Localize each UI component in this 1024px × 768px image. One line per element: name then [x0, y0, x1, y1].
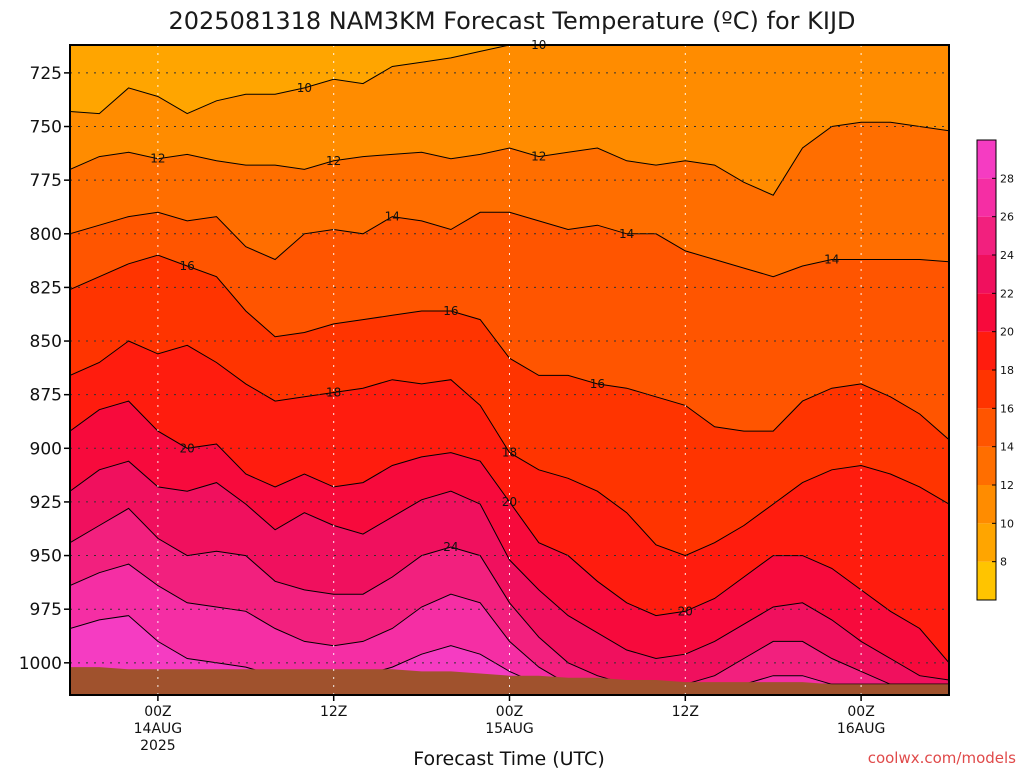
contour-label: 18 — [502, 446, 517, 460]
contour-label: 18 — [326, 386, 341, 400]
colorbar-swatch — [977, 140, 996, 179]
band-20 — [70, 401, 949, 680]
y-tick-label: 850 — [30, 332, 62, 352]
colorbar-swatch — [977, 178, 996, 217]
colorbar-label: 16 — [1000, 402, 1014, 415]
y-tick-label: 875 — [30, 386, 62, 406]
colorbar-swatch — [977, 561, 996, 600]
contour-label: 12 — [326, 154, 341, 168]
y-tick-label: 725 — [30, 64, 62, 84]
colorbar-label: 8 — [1000, 556, 1007, 569]
contour-line-10 — [70, 45, 949, 115]
contour-line-18 — [70, 340, 949, 557]
colorbar-label: 28 — [1000, 172, 1014, 185]
source-credit: coolwx.com/models — [868, 749, 1016, 767]
y-axis: 725 750 775 800 825 850 875 900 925 950 975 1000 — [19, 64, 70, 674]
colorbar-swatch — [977, 216, 996, 255]
ground-layer — [70, 667, 949, 695]
contour-label: 20 — [180, 441, 195, 455]
x-tick-label: 00Z — [144, 704, 171, 720]
contour-label: 10 — [297, 81, 312, 95]
contour-line-26 — [70, 563, 949, 685]
contour-label: 16 — [443, 304, 458, 318]
contour-label: 20 — [678, 604, 693, 618]
x-tick-label: 15AUG — [485, 721, 534, 737]
contour-label: 14 — [619, 227, 634, 241]
contour-line-14 — [70, 211, 949, 278]
colorbar-swatch — [977, 523, 996, 562]
contour-label: 20 — [502, 495, 517, 509]
colorbar: 8 10 12 14 16 18 20 22 24 26 28 — [976, 139, 1014, 601]
x-tick-label: 2025 — [140, 738, 176, 754]
contour-label: 16 — [180, 259, 195, 273]
colorbar-swatch — [977, 255, 996, 294]
x-axis-label: Forecast Time (UTC) — [413, 748, 604, 768]
contour-label: 14 — [824, 253, 839, 267]
x-tick-label: 12Z — [320, 704, 347, 720]
band-12 — [70, 122, 949, 277]
colorbar-swatch — [977, 331, 996, 370]
x-tick-label: 16AUG — [837, 721, 886, 737]
chart-title: 2025081318 NAM3KM Forecast Temperature (… — [168, 7, 855, 35]
x-tick-label: 14AUG — [134, 721, 183, 737]
y-tick-label: 900 — [30, 439, 62, 459]
y-tick-label: 950 — [30, 547, 62, 567]
colorbar-label: 26 — [1000, 211, 1014, 224]
colorbar-label: 18 — [1000, 364, 1014, 377]
contour-label: 16 — [590, 377, 605, 391]
ground-fill — [70, 667, 949, 695]
contour-label: 24 — [443, 540, 458, 554]
y-tick-label: 825 — [30, 278, 62, 298]
colorbar-label: 10 — [1000, 517, 1014, 530]
contour-label: 12 — [150, 152, 165, 166]
colorbar-swatch — [977, 370, 996, 409]
band-22 — [70, 461, 949, 685]
contour-line-22 — [70, 460, 949, 681]
x-tick-label: 12Z — [672, 704, 699, 720]
colorbar-label: 12 — [1000, 479, 1014, 492]
y-tick-label: 975 — [30, 600, 62, 620]
colorbar-swatch — [977, 485, 996, 524]
y-tick-label: 800 — [30, 225, 62, 245]
band-24 — [70, 508, 949, 685]
y-tick-label: 925 — [30, 493, 62, 513]
colorbar-label: 20 — [1000, 326, 1014, 339]
y-tick-label: 750 — [30, 118, 62, 138]
colorbar-label: 22 — [1000, 287, 1014, 300]
contour-label: 12 — [531, 150, 546, 164]
x-tick-label: 00Z — [496, 704, 523, 720]
y-tick-label: 775 — [30, 171, 62, 191]
colorbar-swatch — [977, 293, 996, 332]
contour-label: 14 — [385, 210, 400, 224]
colorbar-swatch — [977, 446, 996, 485]
colorbar-label: 24 — [1000, 249, 1014, 262]
colorbar-label: 14 — [1000, 441, 1014, 454]
x-tick-label: 00Z — [847, 704, 874, 720]
band-below-10 — [70, 45, 949, 114]
band-10 — [70, 45, 949, 196]
colorbar-swatch — [977, 408, 996, 447]
y-tick-label: 1000 — [19, 654, 62, 674]
contour-line-24 — [70, 507, 949, 685]
band-26 — [70, 564, 949, 685]
contour-line-12 — [70, 121, 949, 196]
